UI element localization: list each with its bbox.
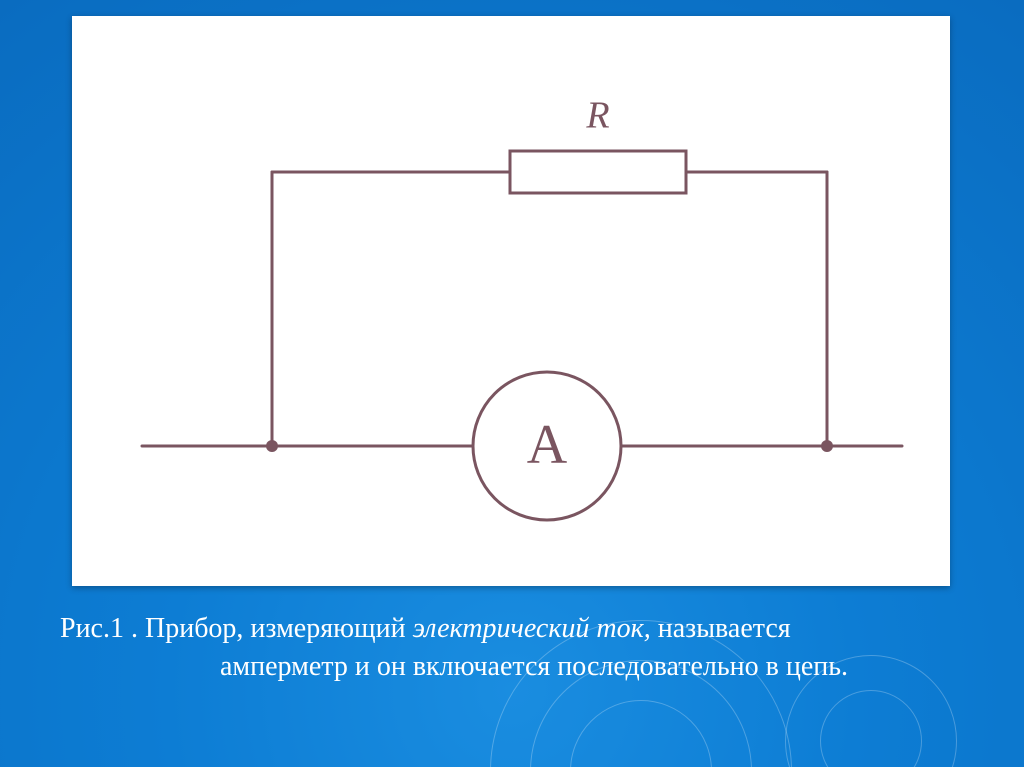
figure-caption: Рис.1 . Прибор, измеряющий электрический… xyxy=(60,610,848,686)
diagram-card: RA xyxy=(72,16,950,586)
caption-line2-rest: и он включается последовательно в цепь. xyxy=(348,651,848,682)
caption-line1-part2: называется xyxy=(651,613,791,644)
caption-line1-em: электрический ток, xyxy=(413,613,651,644)
circuit-diagram: RA xyxy=(72,16,950,586)
svg-text:A: A xyxy=(527,414,568,476)
caption-line2-strong: амперметр xyxy=(220,651,348,682)
svg-text:R: R xyxy=(585,95,609,137)
figure-label: Рис.1 . xyxy=(60,613,138,644)
caption-line1-part1: Прибор, измеряющий xyxy=(145,613,413,644)
